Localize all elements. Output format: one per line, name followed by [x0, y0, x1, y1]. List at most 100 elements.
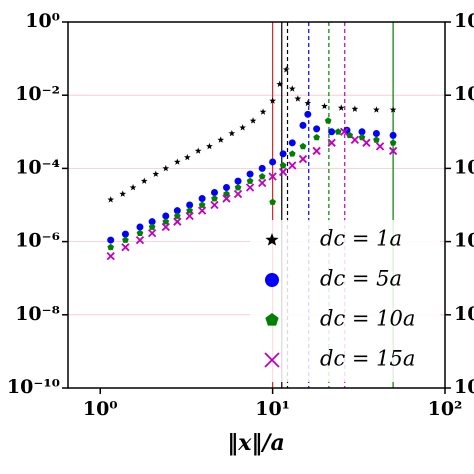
data-point: [121, 243, 130, 252]
legend-marker: [264, 352, 280, 368]
data-point: [107, 196, 115, 203]
x-axis-label: ‖x‖/a: [227, 430, 284, 456]
data-point: [245, 183, 255, 192]
y-tick-label: 10⁰: [25, 10, 60, 32]
data-point: [299, 121, 307, 129]
data-point: [173, 207, 181, 215]
data-point: [334, 128, 342, 135]
data-point: [162, 212, 170, 220]
data-point: [162, 164, 170, 172]
data-point: [298, 154, 308, 164]
data-point: [194, 147, 202, 154]
data-point: [198, 201, 206, 208]
data-point: [222, 184, 230, 192]
data-point: [288, 139, 296, 147]
y-tick-label: 10⁻⁴: [15, 156, 60, 178]
data-point: [389, 106, 397, 113]
data-point: [185, 211, 194, 221]
x-tick-label: 10⁰: [83, 398, 118, 420]
y-tick-label: 10⁻⁶: [15, 230, 60, 252]
data-point: [186, 201, 194, 209]
data-point: [106, 252, 115, 261]
data-point: [161, 222, 170, 232]
y-tick-label: 10⁻¹⁰: [7, 376, 60, 398]
data-point: [174, 158, 181, 165]
data-point: [389, 131, 397, 139]
data-point: [234, 184, 242, 191]
data-point: [294, 95, 302, 102]
data-point: [233, 189, 243, 199]
legend-label: dc = 10a: [320, 307, 415, 331]
data-point: [136, 223, 144, 231]
y2-tick-label: 10⁻⁶: [454, 230, 474, 252]
data-point: [337, 104, 345, 111]
data-point: [358, 133, 366, 141]
data-point: [246, 170, 254, 178]
data-point: [269, 158, 277, 166]
legend-label: dc = 5a: [320, 267, 402, 291]
data-point: [217, 136, 225, 143]
data-point: [372, 129, 380, 137]
data-point: [373, 106, 380, 113]
data-point: [174, 212, 181, 219]
data-point: [121, 230, 129, 238]
data-point: [279, 150, 287, 158]
data-point: [186, 207, 193, 214]
data-point: [206, 142, 213, 150]
data-point: [148, 229, 157, 238]
data-point: [129, 184, 137, 191]
legend-label: dc = 15a: [320, 347, 415, 371]
y2-tick-label: 10⁻²: [454, 83, 474, 105]
data-point: [324, 117, 332, 124]
data-point: [107, 243, 115, 251]
data-point: [197, 206, 207, 215]
data-point: [258, 178, 267, 188]
data-point: [211, 195, 218, 202]
legend-label: dc = 1a: [320, 227, 402, 251]
data-point: [288, 150, 296, 157]
y2-tick-label: 10⁻⁸: [454, 303, 474, 325]
data-point: [152, 170, 160, 177]
data-point: [234, 177, 242, 185]
data-point: [184, 153, 191, 161]
data-point: [328, 128, 336, 136]
x-tick-label: 10¹: [255, 398, 290, 420]
data-point: [362, 138, 371, 147]
data-point: [198, 195, 206, 203]
data-point: [258, 164, 266, 172]
data-point: [313, 133, 320, 141]
legend-marker: [265, 273, 279, 287]
data-point: [313, 125, 321, 133]
data-point: [288, 85, 296, 92]
data-point: [173, 217, 182, 226]
data-point: [210, 200, 219, 210]
data-point: [327, 138, 336, 147]
data-point: [269, 198, 276, 205]
data-point: [350, 135, 360, 145]
data-point: [148, 218, 156, 226]
data-point: [140, 177, 148, 184]
data-point: [122, 236, 129, 243]
data-point: [373, 136, 380, 143]
data-point: [222, 194, 231, 203]
data-point: [223, 190, 230, 197]
data-point: [210, 188, 218, 196]
data-point: [268, 172, 277, 181]
data-point: [148, 223, 156, 230]
data-point: [276, 80, 284, 88]
data-point: [107, 236, 115, 244]
y-tick-label: 10⁻⁸: [15, 303, 60, 325]
data-point: [135, 235, 145, 245]
data-point: [312, 146, 321, 156]
data-point: [279, 162, 287, 169]
y2-tick-label: 10⁻¹⁰: [454, 376, 474, 398]
data-point: [228, 129, 236, 137]
data-point: [358, 128, 366, 136]
data-point: [259, 108, 267, 115]
data-point: [119, 190, 127, 197]
plot-frame: [67, 21, 446, 389]
data-point: [269, 97, 276, 104]
data-point: [340, 127, 349, 136]
data-point: [282, 66, 290, 73]
